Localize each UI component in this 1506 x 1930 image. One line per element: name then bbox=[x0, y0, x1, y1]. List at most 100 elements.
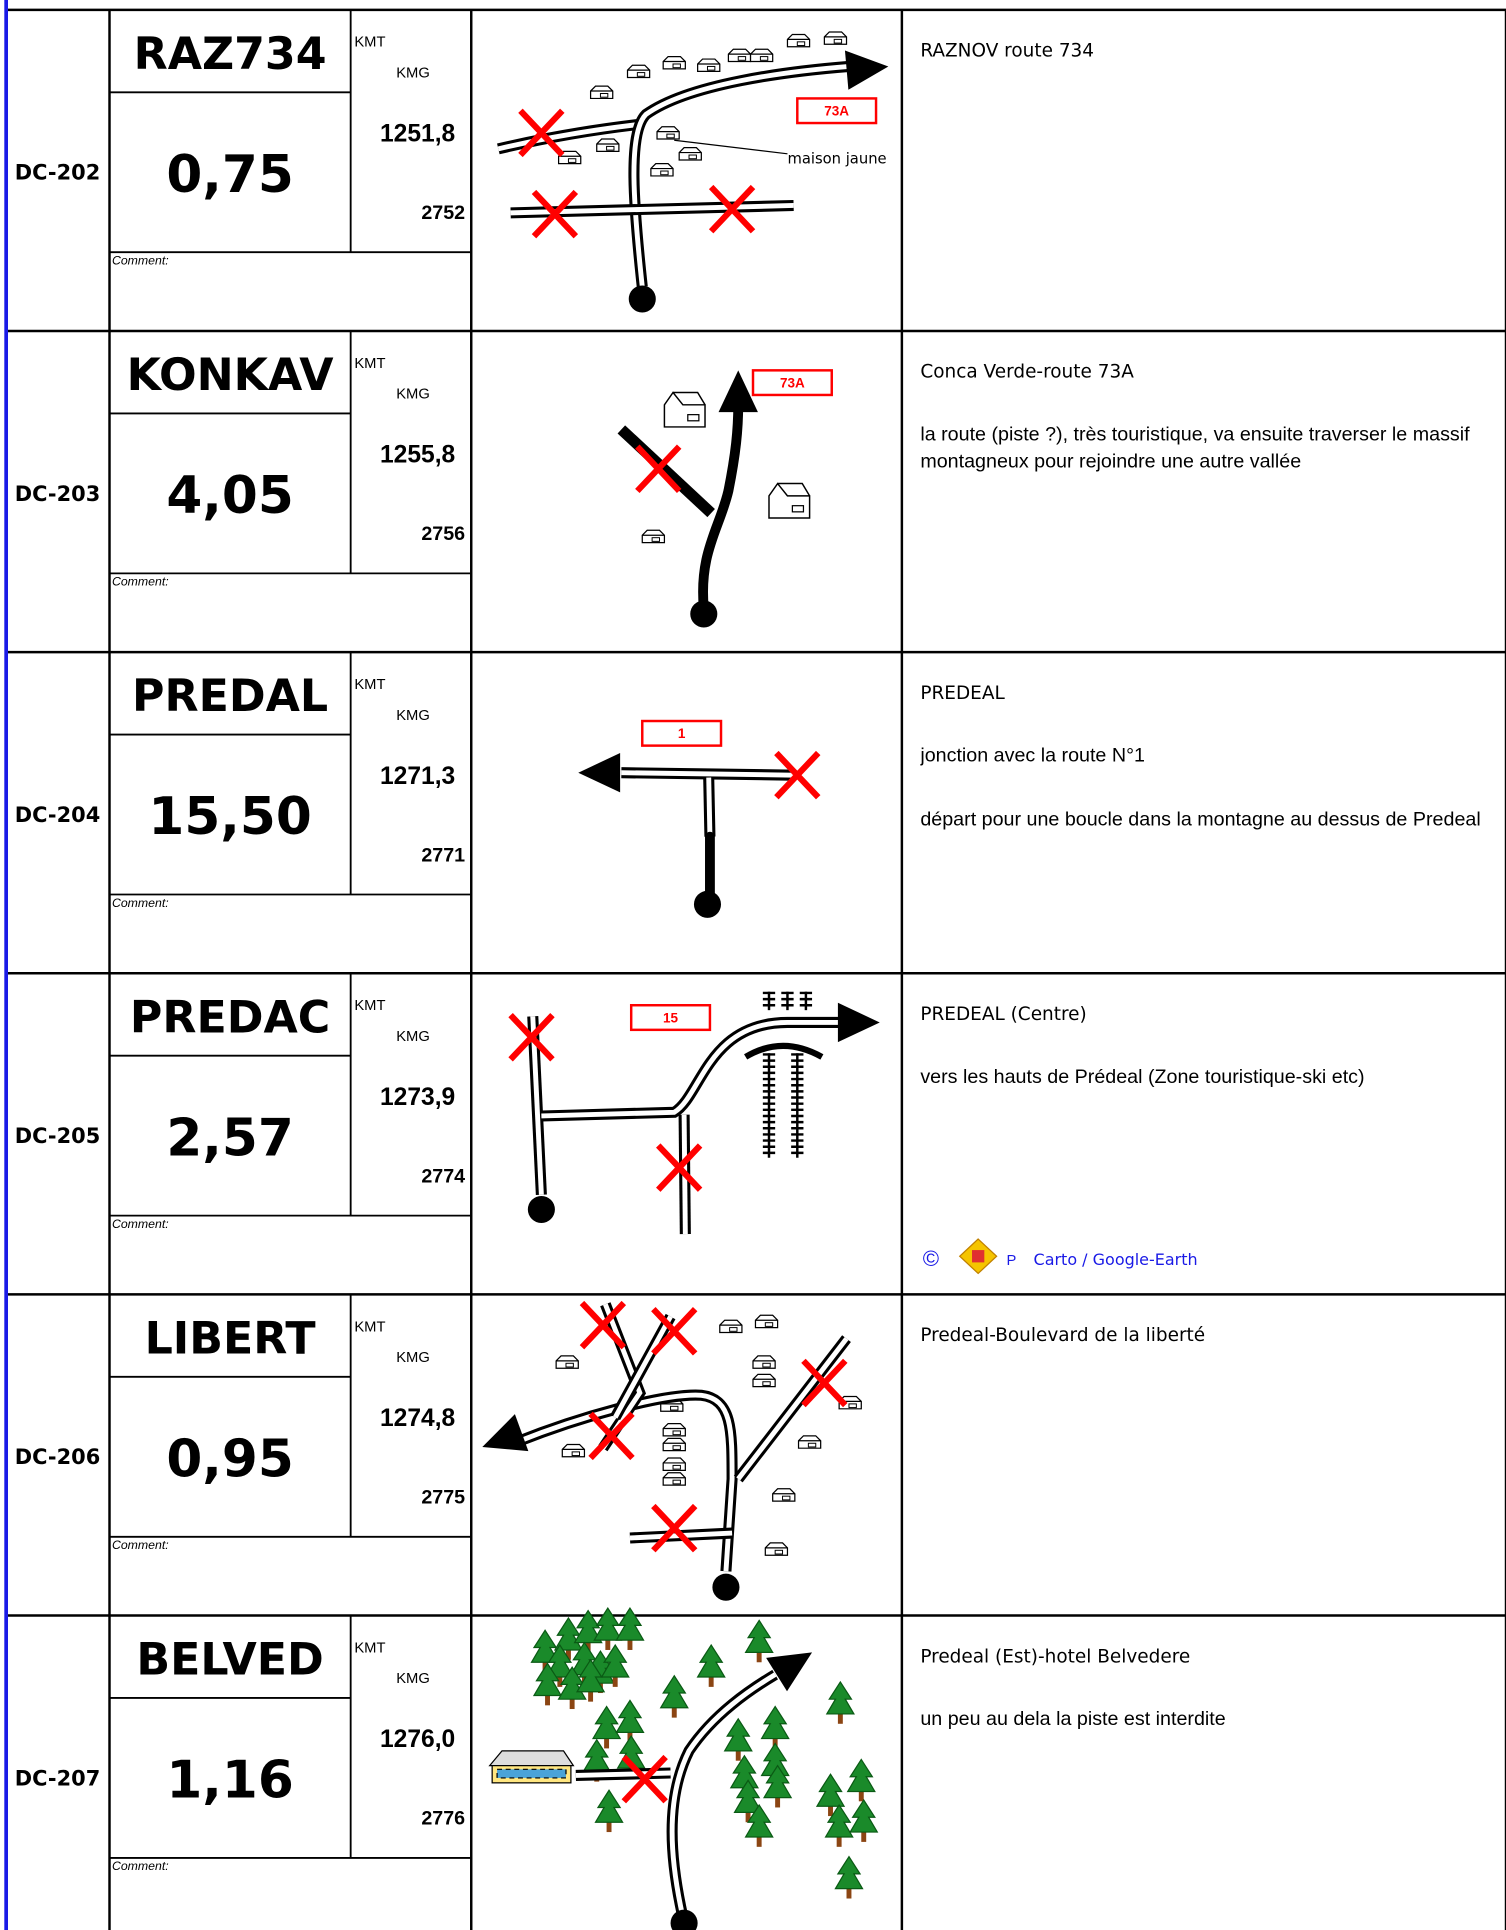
description-text: Predeal-Boulevard de la liberté bbox=[920, 1323, 1206, 1347]
house-window bbox=[833, 38, 843, 44]
arrow-head bbox=[837, 1002, 880, 1043]
house-window bbox=[782, 1495, 791, 1501]
house bbox=[555, 1355, 579, 1369]
tree bbox=[825, 1680, 855, 1724]
forbidden-cross bbox=[708, 184, 756, 234]
tree-trunk bbox=[775, 1797, 781, 1808]
kmg-label: KMG bbox=[396, 1671, 430, 1687]
house bbox=[626, 64, 651, 79]
tree-crown bbox=[553, 1616, 584, 1651]
tree bbox=[545, 1643, 575, 1687]
tree bbox=[849, 1798, 879, 1842]
tree-trunk bbox=[627, 1640, 633, 1650]
house bbox=[719, 1319, 743, 1334]
road-inner bbox=[515, 1392, 735, 1572]
house bbox=[662, 1457, 686, 1471]
forbidden-cross bbox=[518, 108, 565, 158]
house bbox=[838, 1395, 862, 1410]
route-diagram: 15 bbox=[508, 991, 880, 1235]
tree-crown bbox=[815, 1773, 846, 1807]
waypoint-name: LIBERT bbox=[145, 1313, 316, 1364]
route-diagram bbox=[482, 1300, 862, 1601]
waypoint-code: DC-207 bbox=[15, 1766, 101, 1790]
road bbox=[541, 1016, 840, 1122]
house-shape bbox=[663, 391, 706, 428]
house-shape bbox=[752, 1373, 776, 1388]
description-text: la route (piste ?), très touristique, va… bbox=[920, 424, 1470, 473]
tree bbox=[593, 1606, 623, 1650]
house-window bbox=[729, 1327, 738, 1332]
tree-crown bbox=[575, 1658, 606, 1693]
arrow-head bbox=[718, 370, 758, 413]
tree bbox=[744, 1803, 774, 1847]
waypoint-code: DC-204 bbox=[15, 803, 101, 827]
road-inner bbox=[530, 1016, 544, 1195]
road-inner bbox=[575, 1770, 671, 1778]
tree-crown bbox=[615, 1699, 645, 1734]
tree-trunk bbox=[557, 1677, 563, 1687]
waypoint-row: DC-202 RAZ734 0,75 KMT KMG 1251,8 2752 Comment:… bbox=[15, 9, 1501, 313]
route-sign-label: 1 bbox=[678, 726, 686, 741]
house-shape bbox=[772, 1488, 796, 1502]
house bbox=[786, 33, 811, 48]
waypoint-row: DC-207 BELVED 1,16 KMT KMG 1276,0 2776 Comment:… bbox=[15, 1606, 1226, 1930]
distance: 1,16 bbox=[166, 1751, 293, 1811]
route-diagram bbox=[488, 1606, 879, 1930]
tree-trunk bbox=[545, 1695, 550, 1706]
credit-letter: P bbox=[1006, 1253, 1016, 1269]
house-shape bbox=[797, 1435, 822, 1449]
start-dot bbox=[527, 1195, 555, 1224]
house-window bbox=[706, 65, 716, 71]
tree-trunk bbox=[756, 1836, 762, 1847]
house-window bbox=[759, 56, 769, 61]
tree bbox=[834, 1855, 864, 1899]
kmt-label: KMT bbox=[354, 1319, 385, 1335]
tree bbox=[532, 1662, 563, 1706]
tree-crown bbox=[532, 1662, 563, 1697]
house-window bbox=[688, 154, 697, 160]
comment-label: Comment: bbox=[112, 575, 169, 589]
tree bbox=[615, 1699, 645, 1743]
house-window bbox=[571, 1451, 581, 1457]
roadbook-content: DC-202 RAZ734 0,75 KMT KMG 1251,8 2752 Comment:… bbox=[4, 0, 1506, 1930]
house bbox=[662, 1422, 686, 1437]
route-sign bbox=[629, 1004, 712, 1032]
kmg-label: KMG bbox=[396, 1029, 430, 1045]
tree bbox=[763, 1764, 793, 1808]
house-shape bbox=[641, 529, 666, 544]
house-shape bbox=[678, 147, 702, 161]
forbidden-cross bbox=[801, 1358, 848, 1408]
kmg-label: KMG bbox=[396, 66, 430, 82]
tree bbox=[760, 1705, 790, 1749]
kmt-value: 1251,8 bbox=[380, 120, 455, 147]
tree-trunk bbox=[708, 1677, 714, 1687]
hotel-roof bbox=[488, 1750, 575, 1767]
route-diagram: 73A bbox=[617, 369, 833, 628]
description: Conca Verde-route 73A la route (piste ?),… bbox=[920, 358, 1501, 476]
waypoint-code: DC-202 bbox=[15, 161, 101, 185]
credit-logo-center bbox=[972, 1250, 985, 1263]
house-shape bbox=[749, 48, 774, 63]
tree-crown bbox=[744, 1803, 774, 1838]
description: RAZNOV route 734 bbox=[920, 37, 1501, 64]
house bbox=[697, 58, 721, 72]
distance: 2,57 bbox=[166, 1108, 293, 1168]
house bbox=[752, 1355, 776, 1369]
house bbox=[727, 48, 752, 63]
house-window bbox=[672, 1479, 681, 1485]
kmt-label: KMT bbox=[354, 356, 385, 372]
credit-symbol: © bbox=[923, 1246, 939, 1271]
forbidden-cross bbox=[635, 444, 682, 494]
tree-crown bbox=[744, 1619, 774, 1654]
comment-label: Comment: bbox=[112, 1538, 169, 1552]
house-window bbox=[636, 72, 646, 77]
tree bbox=[815, 1773, 846, 1817]
house bbox=[662, 1472, 686, 1486]
house-window bbox=[687, 414, 700, 422]
forbidden-cross bbox=[774, 750, 821, 800]
road-inner bbox=[706, 777, 713, 837]
house-shape bbox=[626, 64, 651, 79]
tree-trunk bbox=[735, 1750, 741, 1761]
kmt-value: 1255,8 bbox=[380, 442, 455, 469]
